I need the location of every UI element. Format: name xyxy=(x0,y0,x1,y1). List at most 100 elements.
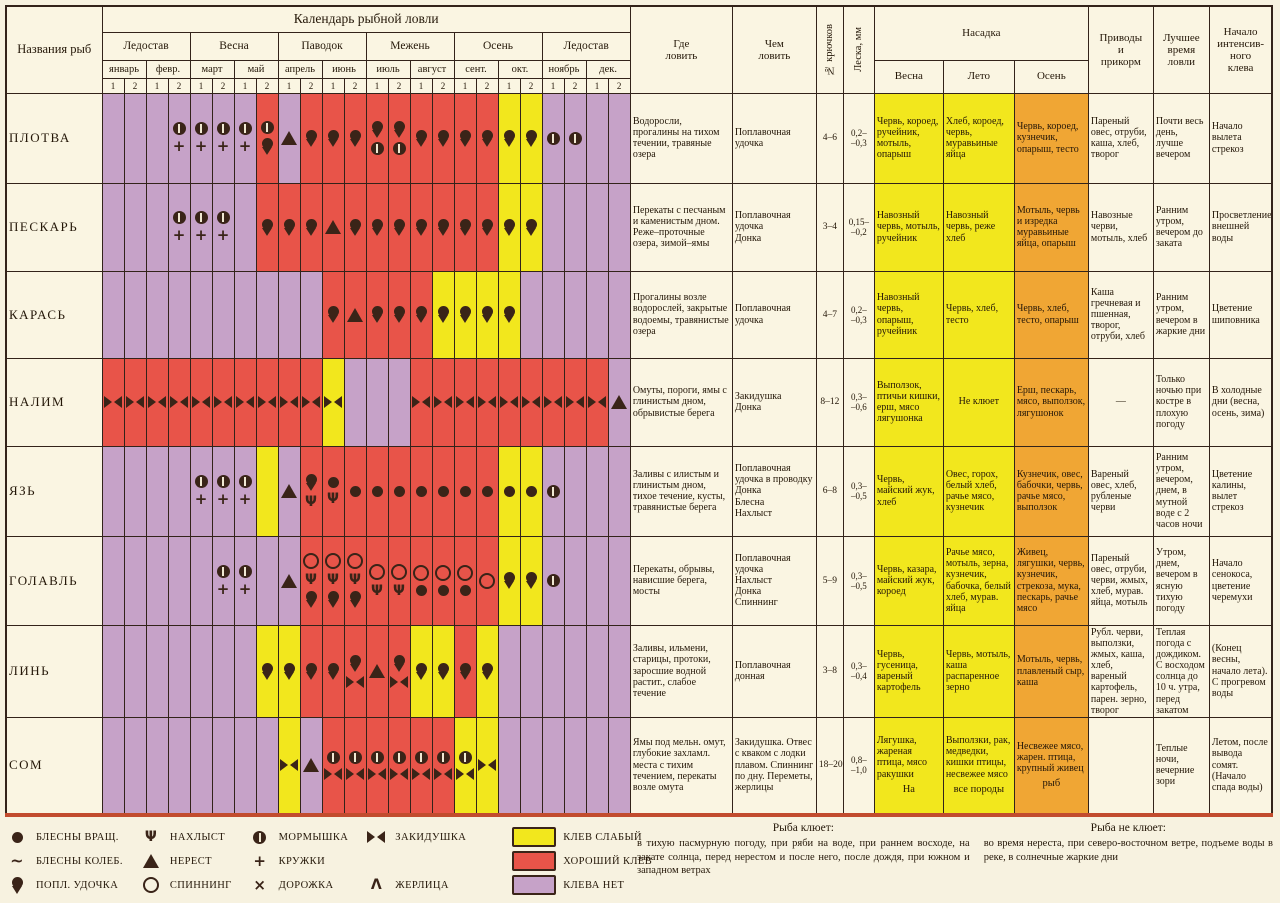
feed-cell: Вареный овес, хлеб, рубленые черви xyxy=(1087,445,1154,537)
mormyshka-icon xyxy=(414,750,428,764)
mormyshka-icon xyxy=(172,122,186,135)
cal-cell xyxy=(519,182,543,272)
bait-spring-cell: Червь, короед, ручейник, мотыль, опарыш xyxy=(873,92,944,184)
cal-cell-symbols xyxy=(391,485,408,497)
cal-cell-symbols: + xyxy=(237,475,254,507)
zakidushka-icon xyxy=(434,396,452,408)
cal-cell-symbols: Ψ xyxy=(303,473,320,509)
half-month-header: 2 xyxy=(475,77,499,94)
cal-cell xyxy=(365,624,389,718)
cal-cell-symbols xyxy=(281,131,298,145)
kruzhki-icon: + xyxy=(238,137,252,155)
no-bites-title: Рыба не клюет: xyxy=(1090,822,1167,834)
float-rod-icon xyxy=(393,121,405,138)
line-cell: 0,3– –0,6 xyxy=(842,357,875,447)
cal-cell-symbols xyxy=(303,758,320,773)
bites-note: Рыба клюет: в тихую пасмурную погоду, пр… xyxy=(637,822,970,898)
half-month-header: 2 xyxy=(563,77,587,94)
cal-cell xyxy=(585,270,609,359)
cal-cell xyxy=(585,717,609,815)
bait-summer-cell: Не клюет xyxy=(942,357,1015,447)
cal-cell-symbols: + xyxy=(237,564,254,597)
cal-cell xyxy=(299,717,323,815)
zakidushka-icon xyxy=(500,396,518,408)
cal-cell xyxy=(387,717,411,815)
line-cell: 0,15– –0,2 xyxy=(842,182,875,272)
fish-name: ГОЛАВЛЬ xyxy=(5,535,103,626)
cal-cell-symbols xyxy=(435,218,452,236)
cal-cell: + xyxy=(233,445,257,537)
zakidushka-icon xyxy=(346,675,364,688)
cal-cell xyxy=(321,92,345,184)
cal-cell xyxy=(541,445,565,537)
legend-item: МОРМЫШКА xyxy=(248,826,349,848)
bait-spring-cell: Червь, гусеница, вареный картофель xyxy=(873,624,944,718)
spawning-icon xyxy=(611,395,628,409)
zakidushka-icon xyxy=(280,759,298,772)
color-swatch xyxy=(512,827,557,847)
bait-summer-cell: Червь, мотыль, каша распаренное зерно xyxy=(942,624,1015,718)
zakidushka-icon xyxy=(456,396,474,408)
mormyshka-icon xyxy=(546,131,560,145)
cal-cell xyxy=(387,182,411,272)
cal-cell xyxy=(101,624,125,718)
float-rod-icon xyxy=(393,218,405,236)
cal-cell xyxy=(519,445,543,537)
cal-cell: + xyxy=(233,535,257,626)
zakidushka-icon xyxy=(456,767,474,780)
cal-cell-symbols xyxy=(544,396,562,408)
bait-span-note: На xyxy=(902,783,915,795)
mormyshka-icon xyxy=(546,484,560,498)
float-rod-icon xyxy=(305,473,317,491)
spinner-lure-icon xyxy=(349,485,361,497)
cal-cell xyxy=(365,92,389,184)
cal-cell-symbols xyxy=(523,572,540,589)
season-header: Ледостав xyxy=(541,31,631,61)
tackle-cell: Поплавочная удочка в проводку Донка Блес… xyxy=(731,445,817,537)
cal-cell-symbols: + xyxy=(193,122,210,154)
zakidushka-icon xyxy=(544,396,562,408)
spinner-lure-icon xyxy=(371,485,383,497)
legend-icon-box xyxy=(5,831,29,843)
cal-cell-symbols xyxy=(303,129,320,147)
where-cell: Перекаты с песчаным и каменистым дном. Р… xyxy=(629,182,733,272)
best-time-cell: Ранним утром, вечером, днем, в мутной во… xyxy=(1152,445,1210,537)
fly-fishing-icon: Ψ xyxy=(327,490,339,507)
col-header-where: Где ловить xyxy=(629,5,733,94)
bait-summer-cell: Навозный червь, реже хлеб xyxy=(942,182,1015,272)
bait-spring-cell: Лягушка, жареная птица, мясо ракушки На xyxy=(873,717,944,815)
bait-spring-cell: Червь, майский жук, хлеб xyxy=(873,445,944,537)
cal-cell xyxy=(607,357,631,447)
cal-cell xyxy=(453,717,477,815)
cal-cell: Ψ xyxy=(321,535,345,626)
zakidushka-icon xyxy=(412,767,430,780)
cal-cell-symbols xyxy=(457,565,474,596)
kruzhki-icon: + xyxy=(216,226,230,244)
kruzhki-icon: + xyxy=(194,226,208,244)
where-cell: Перекаты, обрывы, нависшие берега, мосты xyxy=(629,535,733,626)
float-rod-icon xyxy=(305,129,317,147)
spinner-lure-icon xyxy=(393,485,405,497)
best-time-cell: Ранним утром, вечером до заката xyxy=(1152,182,1210,272)
best-time-cell: Почти весь день, лучше вечером xyxy=(1152,92,1210,184)
fly-fishing-icon: Ψ xyxy=(393,582,405,599)
col-header-hooks: № крючков xyxy=(815,5,844,94)
mormyshka-icon xyxy=(194,475,208,488)
cal-cell xyxy=(475,535,499,626)
spawning-icon xyxy=(347,307,363,322)
start-bite-cell: Начало сенокоса, цветение черемухи xyxy=(1208,535,1273,626)
fish-row: ПЕСКАРЬ + + + Перекаты с песчаным и каменист… xyxy=(5,182,1273,272)
fish-name: ПЛОТВА xyxy=(5,92,103,184)
cal-cell xyxy=(563,357,587,447)
cal-cell-symbols xyxy=(280,759,298,772)
fly-fishing-icon: Ψ xyxy=(349,572,361,588)
zakidushka-icon xyxy=(390,767,408,780)
col-header-bait: Насадка xyxy=(873,5,1089,61)
cal-cell xyxy=(321,624,345,718)
cal-cell-symbols xyxy=(435,565,452,596)
float-rod-icon xyxy=(415,662,427,680)
legend-group: Ψ НАХЛЫСТ НЕРЕСТ СПИННИНГ xyxy=(139,824,232,898)
legend-icon-box xyxy=(5,876,29,894)
cal-cell xyxy=(453,535,477,626)
cal-cell xyxy=(387,92,411,184)
